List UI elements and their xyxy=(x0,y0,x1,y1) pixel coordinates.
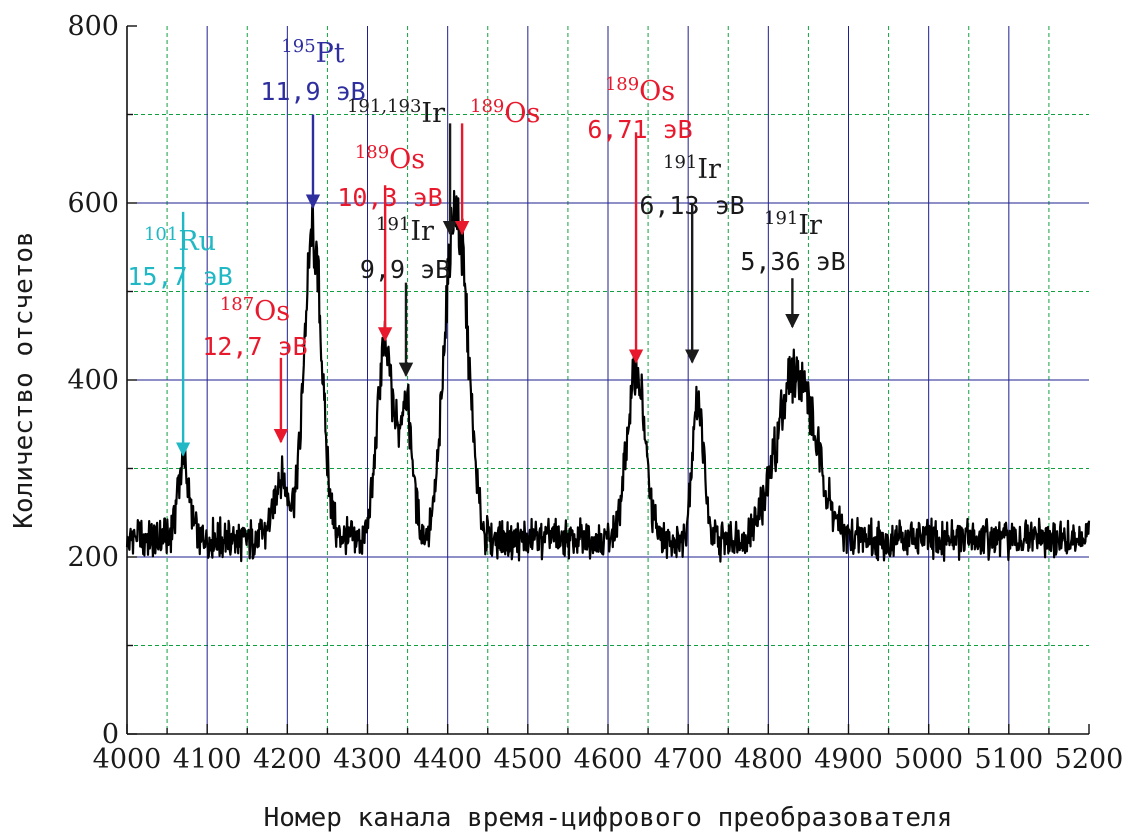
peak-annotation: 191Ir 6,13 эВ xyxy=(639,152,745,364)
mass-number: 191 xyxy=(376,214,410,235)
y-tick-label: 800 xyxy=(67,11,119,42)
y-axis-title: Количество отсчетов xyxy=(9,231,39,528)
spectrum-trace xyxy=(125,189,1091,563)
x-tick-label: 4600 xyxy=(574,744,643,775)
peak-annotation: 101Ru 15,7 эВ xyxy=(127,211,233,457)
energy-label: 15,7 эВ xyxy=(127,262,232,291)
peak-annotation: 189Os 10,3 эВ xyxy=(337,142,443,342)
x-tick-label: 4900 xyxy=(814,744,883,775)
isotope-label: 191Ir xyxy=(663,152,721,185)
element-symbol: Ir xyxy=(697,154,721,185)
energy-label: 10,3 эВ xyxy=(337,183,442,212)
x-tick-label: 5200 xyxy=(1055,744,1124,775)
y-tick-label: 400 xyxy=(67,365,119,396)
energy-label: 12,7 эВ xyxy=(202,332,307,361)
element-symbol: Ru xyxy=(178,226,216,257)
energy-label: 5,36 эВ xyxy=(740,247,845,276)
y-tick-labels: 0 200 400 600 800 xyxy=(67,11,119,750)
peak-annotation: 191,193Ir xyxy=(347,96,458,236)
spectrum-trace-group xyxy=(125,189,1091,563)
mass-number: 189 xyxy=(605,74,639,95)
element-symbol: Ir xyxy=(798,210,822,241)
element-symbol: Ir xyxy=(421,98,445,129)
peak-annotation: 187Os 12,7 эВ xyxy=(202,294,308,444)
x-axis-title: Номер канала время-цифрового преобразова… xyxy=(264,803,953,833)
x-tick-label: 5100 xyxy=(974,744,1043,775)
x-tick-label: 4100 xyxy=(173,744,242,775)
plot-frame xyxy=(126,25,1090,735)
isotope-label: 189Os xyxy=(355,142,425,175)
x-tick-labels: 4000 4100 4200 4300 4400 4500 4600 4700 4800 4900… xyxy=(93,744,1124,775)
peak-annotation: 189Os 6,71 эВ xyxy=(587,74,693,364)
mass-number: 191 xyxy=(764,208,798,229)
energy-label: 6,71 эВ xyxy=(587,115,692,144)
mass-number: 187 xyxy=(220,294,254,315)
energy-label: 9,9 эВ xyxy=(360,255,450,284)
peak-annotation: 191Ir 9,9 эВ xyxy=(360,214,450,378)
energy-label: 11,9 эВ xyxy=(260,77,365,106)
isotope-label: 195Pt xyxy=(281,36,345,69)
element-symbol: Ir xyxy=(410,216,434,247)
isotope-label: 191Ir xyxy=(764,208,822,241)
x-tick-label: 5000 xyxy=(894,744,963,775)
x-tick-label: 4300 xyxy=(333,744,402,775)
isotope-label: 187Os xyxy=(220,294,290,327)
peak-annotation: 195Pt 11,9 эВ xyxy=(260,36,366,209)
peak-annotation: 189Os xyxy=(454,96,540,236)
element-symbol: Os xyxy=(254,296,290,327)
y-tick-label: 0 xyxy=(102,719,119,750)
isotope-label: 101Ru xyxy=(144,224,216,257)
isotope-label: 189Os xyxy=(470,96,540,129)
energy-label: 6,13 эВ xyxy=(639,191,744,220)
x-tick-label: 4400 xyxy=(413,744,482,775)
x-tick-label: 4200 xyxy=(253,744,322,775)
mass-number: 191,193 xyxy=(347,96,421,117)
x-tick-label: 4800 xyxy=(734,744,803,775)
isotope-label: 191Ir xyxy=(376,214,434,247)
mass-number: 191 xyxy=(663,152,697,173)
x-tick-label: 4500 xyxy=(493,744,562,775)
mass-number: 101 xyxy=(144,224,178,245)
x-tick-label: 4700 xyxy=(654,744,723,775)
isotope-label: 189Os xyxy=(605,74,675,107)
mass-number: 189 xyxy=(355,142,389,163)
element-symbol: Os xyxy=(639,76,675,107)
mass-number: 189 xyxy=(470,96,504,117)
element-symbol: Pt xyxy=(316,38,345,69)
y-tick-label: 200 xyxy=(67,542,119,573)
element-symbol: Os xyxy=(389,144,425,175)
isotope-label: 191,193Ir xyxy=(347,96,445,129)
element-symbol: Os xyxy=(504,98,540,129)
peak-annotation: 191Ir 5,36 эВ xyxy=(740,208,846,329)
x-tick-label: 4000 xyxy=(93,744,162,775)
mass-number: 195 xyxy=(281,36,315,57)
y-tick-label: 600 xyxy=(67,188,119,219)
grid xyxy=(127,26,1089,734)
